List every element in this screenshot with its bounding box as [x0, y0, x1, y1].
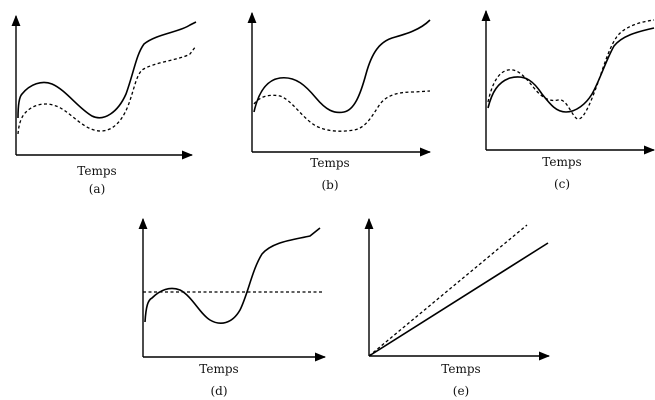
panel-e-solid-line — [368, 242, 549, 357]
panel-b-caption: (b) — [321, 178, 338, 192]
panel-d-xlabel: Temps — [199, 362, 238, 376]
panel-a-solid-curve — [17, 21, 197, 119]
panel-c-xlabel: Temps — [542, 155, 581, 169]
panel-b-xlabel: Temps — [310, 156, 349, 170]
panel-e: Temps (e) — [364, 217, 551, 398]
panel-b-solid-curve — [253, 19, 431, 114]
panel-b: Temps (b) — [247, 11, 432, 192]
panel-c-solid-curve — [487, 27, 655, 113]
panel-a-dashed-curve — [17, 45, 197, 135]
panel-b-dashed-curve — [253, 90, 431, 132]
panel-d-caption: (d) — [210, 384, 227, 398]
panel-c: Temps (c) — [481, 9, 655, 191]
panel-a-caption: (a) — [89, 182, 106, 196]
panel-d: Temps (d) — [138, 217, 327, 398]
panel-e-xlabel: Temps — [441, 362, 480, 376]
panel-a: Temps (a) — [11, 14, 197, 196]
panel-c-caption: (c) — [554, 177, 570, 191]
panel-c-dashed-curve — [487, 19, 655, 120]
panel-d-solid-curve — [144, 227, 321, 324]
panel-e-caption: (e) — [453, 384, 469, 398]
panel-e-dashed-line — [368, 224, 528, 357]
panel-a-xlabel: Temps — [77, 164, 116, 178]
